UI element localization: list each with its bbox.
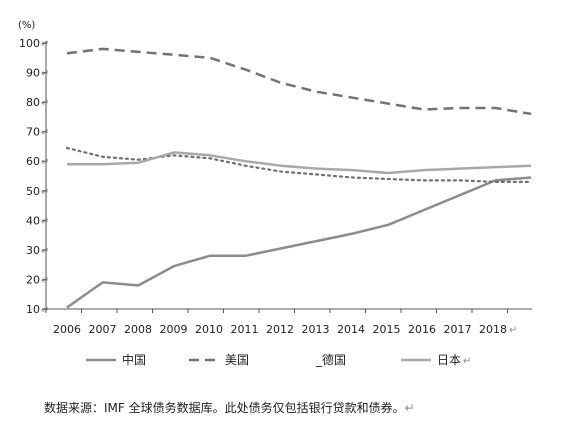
return-mark: ↵ bbox=[41, 157, 49, 168]
legend-label: 美国 bbox=[225, 353, 249, 367]
y-tick-label: 80 bbox=[26, 96, 40, 109]
y-tick-label: 100 bbox=[19, 37, 40, 50]
line-chart: (%) 10 ↵20 ↵30 ↵40 ↵50 ↵60 ↵70 ↵80 ↵90 ↵100 ↵ 2006… bbox=[18, 20, 533, 367]
return-mark: ↵ bbox=[509, 325, 517, 336]
x-tick-label: 2008 bbox=[124, 323, 152, 336]
x-tick-label: 2016 bbox=[408, 323, 436, 336]
return-mark: ↵ bbox=[41, 305, 49, 316]
y-tick-label: 30 bbox=[26, 244, 40, 257]
x-tick-label: 2014 bbox=[337, 323, 365, 336]
x-tick-label: 2007 bbox=[89, 323, 117, 336]
y-axis-unit-label: (%) bbox=[18, 20, 35, 31]
return-mark: ↵ bbox=[404, 401, 415, 415]
x-tick-label: 2011 bbox=[231, 323, 259, 336]
x-tick-label: 2013 bbox=[302, 323, 330, 336]
series-line-2 bbox=[66, 47, 532, 116]
x-tick-label: 2006 bbox=[53, 323, 81, 336]
legend-label: _德国 bbox=[315, 352, 346, 367]
return-mark: ↵ bbox=[41, 216, 49, 227]
return-mark: ↵ bbox=[41, 69, 49, 80]
y-tick-label: 10 bbox=[26, 303, 40, 316]
x-tick-label: 2012 bbox=[266, 323, 294, 336]
legend-label: 日本 bbox=[437, 353, 461, 367]
return-mark: ↵ bbox=[41, 98, 49, 109]
y-tick-label: 40 bbox=[26, 214, 40, 227]
source-note-text: 数据来源：IMF 全球债务数据库。此处债务仅包括银行贷款和债券。 bbox=[44, 401, 405, 415]
return-mark: ↵ bbox=[463, 356, 471, 367]
return-mark: ↵ bbox=[41, 246, 49, 257]
x-tick-label: 2009 bbox=[160, 323, 188, 336]
legend: 中国 美国 _德国 日本 ↵ bbox=[86, 352, 471, 367]
y-tick-label: 60 bbox=[26, 155, 40, 168]
y-tick-label: 20 bbox=[26, 273, 40, 286]
return-mark: ↵ bbox=[41, 39, 49, 50]
x-axis: 2006 2007 2008 2009 2010 2011 2012 2013 2014 2015… bbox=[45, 308, 532, 336]
x-tick-label: 2015 bbox=[373, 323, 401, 336]
source-note: 数据来源：IMF 全球债务数据库。此处债务仅包括银行贷款和债券。↵ bbox=[44, 399, 415, 416]
series-line-1 bbox=[66, 176, 532, 309]
return-mark: ↵ bbox=[41, 128, 49, 139]
return-mark: ↵ bbox=[41, 275, 49, 286]
y-tick-label: 90 bbox=[26, 67, 40, 80]
y-tick-label: 70 bbox=[26, 126, 40, 139]
y-axis: 10 ↵20 ↵30 ↵40 ↵50 ↵60 ↵70 ↵80 ↵90 ↵100 ↵ bbox=[19, 37, 49, 316]
x-tick-label: 2010 bbox=[195, 323, 223, 336]
series-line-3 bbox=[65, 146, 533, 183]
x-tick-label: 2018 bbox=[479, 323, 507, 336]
series-line-4 bbox=[67, 151, 532, 175]
legend-label: 中国 bbox=[122, 352, 146, 367]
x-tick-label: 2017 bbox=[444, 323, 472, 336]
y-tick-label: 50 bbox=[26, 185, 40, 198]
return-mark: ↵ bbox=[41, 187, 49, 198]
series-layer bbox=[65, 47, 533, 309]
